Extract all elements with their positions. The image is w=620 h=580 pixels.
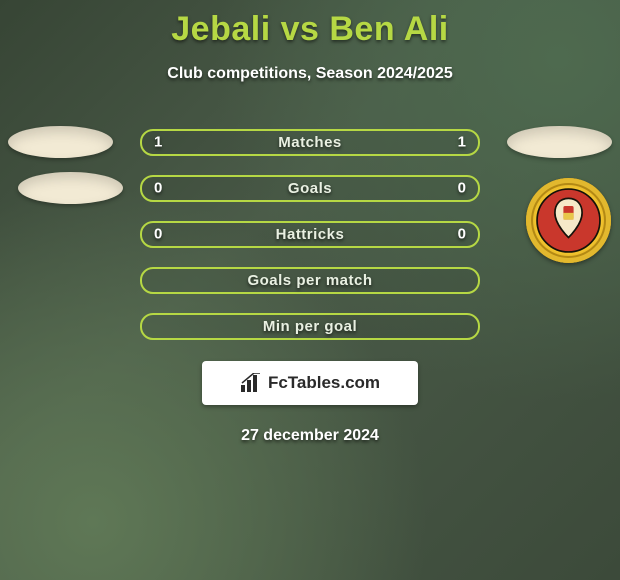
stat-pill: 0 Hattricks 0	[140, 221, 480, 248]
stat-row-goals-per-match: Goals per match	[0, 257, 620, 303]
stat-pill: Min per goal	[140, 313, 480, 340]
player2-value: 0	[458, 180, 466, 197]
stat-label: Goals per match	[247, 272, 372, 289]
subtitle: Club competitions, Season 2024/2025	[0, 65, 620, 83]
brand-text: FcTables.com	[268, 373, 380, 393]
club-crest-icon	[526, 178, 611, 263]
stat-label: Goals	[288, 180, 332, 197]
player1-value: 1	[154, 134, 162, 151]
brand-box[interactable]: FcTables.com	[202, 361, 418, 405]
player1-value: 0	[154, 180, 162, 197]
stat-row-min-per-goal: Min per goal	[0, 303, 620, 349]
page-title: Jebali vs Ben Ali	[0, 0, 620, 49]
player1-value: 0	[154, 226, 162, 243]
player2-value: 0	[458, 226, 466, 243]
player1-badge-placeholder	[18, 172, 123, 204]
stat-label: Min per goal	[263, 318, 357, 335]
player2-value: 1	[458, 134, 466, 151]
comparison-card: Jebali vs Ben Ali Club competitions, Sea…	[0, 0, 620, 580]
bar-chart-icon	[240, 373, 262, 393]
stat-label: Matches	[278, 134, 342, 151]
crest-svg	[526, 178, 611, 263]
stat-pill: Goals per match	[140, 267, 480, 294]
date-text: 27 december 2024	[0, 427, 620, 445]
player2-badge-placeholder	[507, 126, 612, 158]
stat-pill: 1 Matches 1	[140, 129, 480, 156]
stat-pill: 0 Goals 0	[140, 175, 480, 202]
stat-row-matches: 1 Matches 1	[0, 119, 620, 165]
stat-label: Hattricks	[276, 226, 345, 243]
player1-badge-placeholder	[8, 126, 113, 158]
